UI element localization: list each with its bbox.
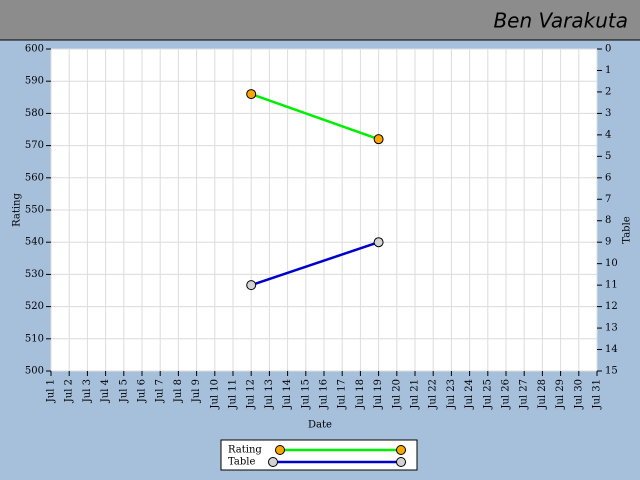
- y-tick-label: 570: [25, 140, 44, 151]
- x-tick-label: Jul 6: [137, 379, 148, 403]
- y-tick-label: 540: [25, 237, 44, 248]
- y-tick-label: 560: [25, 172, 44, 183]
- y-tick-label: 580: [25, 108, 44, 119]
- y2-tick-label: 1: [605, 65, 611, 76]
- y2-tick-label: 12: [605, 301, 618, 312]
- y-tick-label: 550: [25, 205, 44, 216]
- y2-tick-label: 0: [605, 44, 611, 55]
- data-point: [246, 280, 257, 291]
- x-tick-label: Jul 11: [228, 379, 239, 410]
- y2-axis-label: Table: [622, 216, 633, 243]
- y2-tick-label: 3: [605, 108, 611, 119]
- y2-tick-label: 9: [605, 237, 611, 248]
- y2-tick-label: 6: [605, 172, 611, 183]
- x-tick-label: Jul 19: [373, 379, 384, 410]
- legend-marker: [396, 457, 406, 467]
- x-tick-label: Jul 10: [209, 379, 220, 410]
- x-tick-label: Jul 1: [46, 379, 57, 403]
- x-tick-label: Jul 9: [191, 379, 202, 403]
- x-tick-label: Jul 29: [555, 379, 566, 410]
- x-tick-label: Jul 23: [446, 379, 457, 410]
- y-tick-label: 600: [25, 44, 44, 55]
- series-line: [250, 241, 379, 287]
- y2-tick-label: 13: [605, 323, 618, 334]
- y-tick-label: 510: [25, 333, 44, 344]
- x-tick-label: Jul 13: [264, 379, 275, 410]
- x-tick-label: Jul 18: [355, 379, 366, 410]
- y-tick-label: 590: [25, 76, 44, 87]
- x-tick-label: Jul 2: [64, 379, 75, 403]
- y-tick-label: 530: [25, 269, 44, 280]
- y-axis-label: Rating: [12, 193, 23, 227]
- legend-label: Rating: [228, 445, 262, 456]
- x-tick-label: Jul 28: [537, 379, 548, 410]
- x-tick-label: Jul 5: [118, 379, 129, 403]
- x-tick-label: Jul 12: [246, 379, 257, 410]
- y2-tick-label: 4: [605, 129, 611, 140]
- legend-marker: [396, 445, 406, 455]
- legend-marker: [275, 445, 285, 455]
- data-point: [373, 134, 384, 145]
- header: [0, 0, 640, 40]
- x-tick-label: Jul 27: [519, 379, 530, 410]
- chart-title: Ben Varakuta: [493, 9, 628, 33]
- x-tick-label: Jul 17: [337, 379, 348, 410]
- y2-tick-label: 11: [605, 280, 618, 291]
- x-tick-label: Jul 8: [173, 379, 184, 403]
- x-tick-label: Jul 26: [501, 379, 512, 410]
- legend: [220, 439, 418, 471]
- x-tick-label: Jul 14: [282, 379, 293, 410]
- series-line: [250, 92, 380, 141]
- x-tick-label: Jul 16: [319, 379, 330, 410]
- x-tick-label: Jul 24: [464, 379, 475, 410]
- data-point: [373, 237, 384, 248]
- y2-tick-label: 8: [605, 215, 611, 226]
- x-tick-label: Jul 7: [155, 379, 166, 403]
- x-tick-label: Jul 3: [82, 379, 93, 403]
- y2-tick-label: 5: [605, 151, 611, 162]
- y-tick-label: 500: [25, 366, 44, 377]
- y-tick-label: 520: [25, 301, 44, 312]
- x-tick-label: Jul 31: [592, 379, 603, 410]
- y2-tick-label: 10: [605, 258, 618, 269]
- y2-tick-label: 7: [605, 194, 611, 205]
- x-tick-label: Jul 25: [482, 379, 493, 410]
- x-tick-label: Jul 21: [410, 379, 421, 410]
- data-point: [246, 89, 257, 100]
- y2-tick-label: 15: [605, 366, 618, 377]
- x-tick-label: Jul 15: [300, 379, 311, 410]
- y2-tick-label: 14: [605, 344, 618, 355]
- x-tick-label: Jul 22: [428, 379, 439, 410]
- legend-label: Table: [228, 457, 255, 468]
- x-tick-label: Jul 4: [100, 379, 111, 403]
- legend-marker: [268, 457, 278, 467]
- x-axis-label: Date: [308, 420, 332, 431]
- x-tick-label: Jul 20: [391, 379, 402, 410]
- x-tick-label: Jul 30: [573, 379, 584, 410]
- y2-tick-label: 2: [605, 86, 611, 97]
